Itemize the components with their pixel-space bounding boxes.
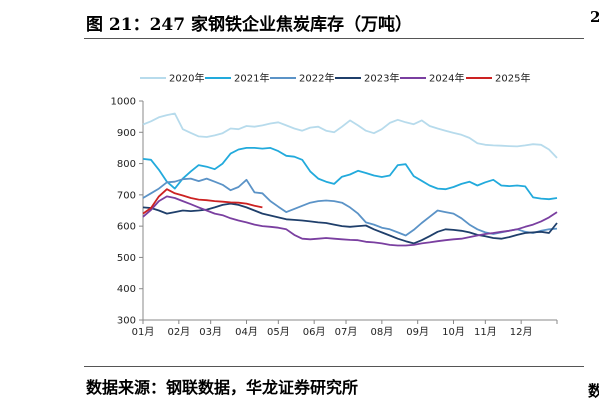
x-tick-label: 02月: [167, 326, 190, 338]
cropped-text-top: 2: [590, 8, 599, 26]
x-tick-label: 08月: [370, 326, 393, 338]
x-tick-label: 11月: [474, 326, 497, 338]
y-tick-label: 700: [117, 190, 136, 201]
legend-label: 2025年: [495, 72, 530, 85]
data-source: 数据来源：钢联数据，华龙证券研究所: [86, 378, 359, 397]
y-tick-label: 800: [117, 159, 136, 170]
y-axis: 300 400 500 600 700 800 900 1000: [111, 97, 144, 327]
legend-label: 2023年: [364, 72, 399, 85]
series-line-2024年: [142, 195, 558, 247]
legend-item: 2025年: [466, 72, 530, 85]
x-tick-label: 04月: [235, 326, 258, 338]
x-tick-label: 12月: [510, 326, 533, 338]
series-lines: [142, 112, 558, 247]
series-line-2021年: [142, 146, 558, 201]
legend-item: 2024年: [400, 72, 464, 85]
y-tick-label: 900: [117, 128, 136, 139]
y-tick-label: 1000: [111, 97, 136, 108]
top-rule: [84, 38, 584, 39]
bottom-rule: [84, 366, 584, 367]
legend-label: 2022年: [299, 72, 334, 85]
series-line-2020年: [142, 112, 558, 159]
legend: 2020年 2021年 2022年 2023年 2024年 2025年: [140, 72, 530, 85]
x-tick-label: 01月: [132, 326, 155, 338]
x-tick-label: 03月: [199, 326, 222, 338]
y-tick-label: 600: [117, 222, 136, 233]
legend-item: 2021年: [205, 72, 269, 85]
legend-item: 2022年: [270, 72, 334, 85]
series-line-2023年: [142, 202, 558, 245]
y-tick-label: 500: [117, 253, 136, 264]
series-line-2025年: [142, 188, 263, 215]
x-tick-label: 07月: [335, 326, 358, 338]
legend-label: 2020年: [169, 72, 204, 85]
legend-label: 2021年: [234, 72, 269, 85]
cropped-text-bottom: 数: [588, 382, 599, 400]
legend-item: 2020年: [140, 72, 204, 85]
legend-label: 2024年: [429, 72, 464, 85]
legend-item: 2023年: [335, 72, 399, 85]
x-tick-label: 10月: [442, 326, 465, 338]
x-tick-label: 05月: [267, 326, 290, 338]
x-axis: 01月 02月 03月 04月 05月 06月 07月 08月 09月 10月 11月 12月: [132, 319, 558, 338]
x-tick-label: 09月: [406, 326, 429, 338]
x-tick-label: 06月: [303, 326, 326, 338]
figure-title: 图 21：247 家钢铁企业焦炭库存（万吨）: [86, 15, 412, 35]
y-tick-label: 400: [117, 284, 136, 295]
y-tick-label: 300: [117, 316, 136, 327]
